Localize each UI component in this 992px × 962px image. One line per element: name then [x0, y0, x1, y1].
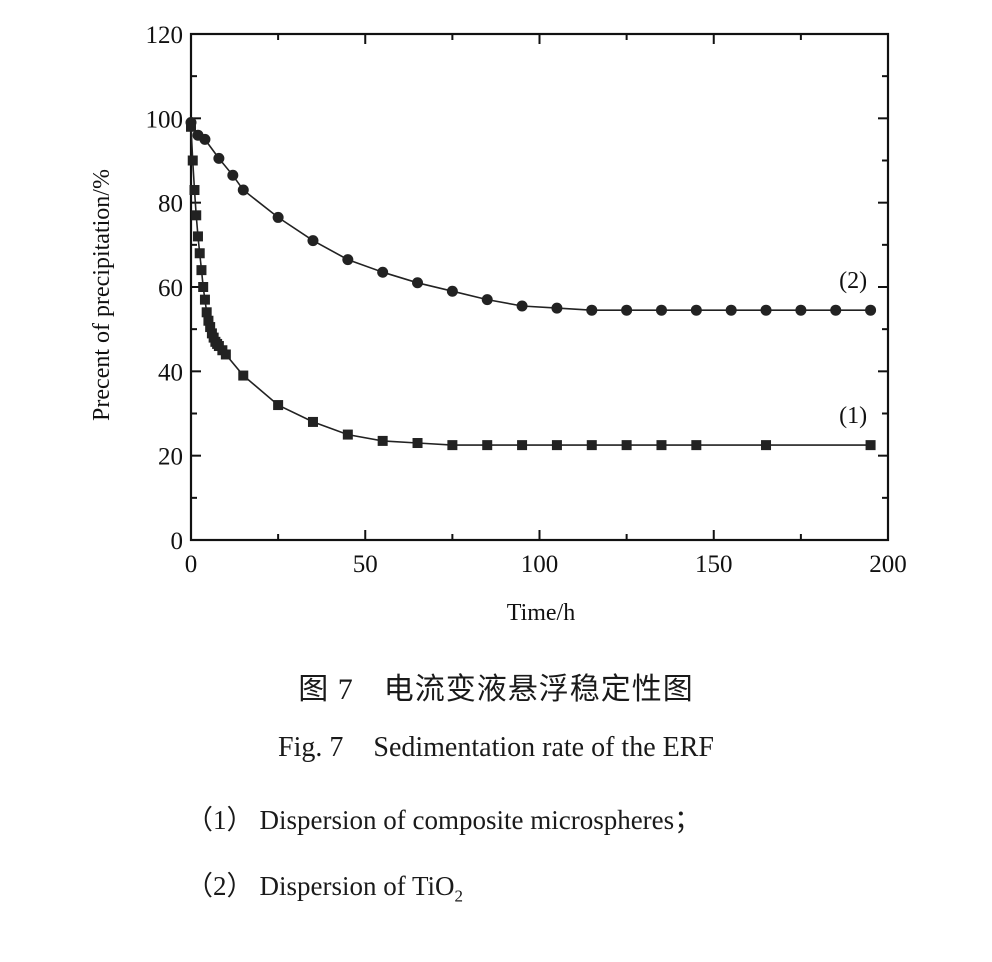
figure-caption-english: Fig. 7 Sedimentation rate of the ERF	[0, 732, 992, 764]
x-tick-label: 0	[185, 551, 198, 578]
series-2-point	[481, 294, 493, 306]
series-1-point	[761, 440, 772, 451]
series-1-point	[199, 294, 210, 305]
series-1-point	[447, 440, 458, 451]
series-2-point	[725, 304, 737, 316]
x-tick-label: 200	[869, 551, 907, 578]
x-axis-ticks: 0 50 100 150 200	[185, 34, 907, 578]
series-1-point	[377, 435, 388, 446]
series-2-point	[690, 304, 702, 316]
series-1-point	[196, 265, 207, 276]
series-1-point	[621, 440, 632, 451]
legend-1-text: Dispersion of composite microspheres；	[259, 805, 702, 835]
legend-1-marker: （1）	[186, 805, 254, 835]
y-tick-label: 80	[158, 191, 183, 218]
series-1-point	[192, 231, 203, 242]
series-2: (2)	[185, 117, 877, 316]
x-tick-label: 50	[353, 551, 378, 578]
series-1-point	[194, 248, 205, 259]
series-2-line	[190, 122, 871, 312]
series-2-point	[213, 152, 225, 164]
series-1-point	[586, 440, 597, 451]
y-tick-label: 20	[158, 444, 183, 471]
series-1-point	[198, 282, 209, 292]
series-2-point	[412, 277, 424, 289]
series-2-point	[865, 304, 877, 316]
series-1-point	[307, 416, 318, 427]
x-tick-label: 150	[695, 551, 733, 578]
series-2-point	[830, 304, 842, 316]
y-tick-label: 0	[171, 528, 184, 555]
series-1-point	[691, 440, 702, 451]
y-tick-label: 60	[158, 275, 183, 302]
y-tick-label: 120	[146, 22, 184, 49]
series-1-point	[238, 370, 249, 381]
series-2-point	[655, 304, 667, 316]
y-tick-label: 100	[146, 106, 184, 133]
figure-title-en: Sedimentation rate of the ERF	[373, 732, 714, 763]
series-2-point	[307, 235, 319, 247]
series-1-point	[191, 210, 202, 221]
series-2-point	[795, 304, 807, 316]
plot-border	[189, 32, 890, 542]
legend-2-text: Dispersion of TiO	[259, 871, 455, 901]
legend-2-subscript: 2	[454, 886, 464, 906]
y-axis-label: Precent of precipitation/%	[89, 169, 115, 421]
figure-number-cn: 图 7	[298, 673, 354, 706]
series-1-point	[205, 322, 216, 333]
y-axis-ticks: 0 20 40 60 80 100 120	[146, 22, 888, 555]
legend-2-marker: （2）	[186, 871, 254, 901]
figure-title-cn: 电流变液悬浮稳定性图	[383, 673, 694, 706]
series-1-point	[551, 440, 562, 451]
series-2-label: (2)	[839, 268, 867, 294]
figure-number-en: Fig. 7	[278, 732, 344, 763]
series-2-point	[760, 304, 772, 316]
series-2-point	[516, 300, 528, 312]
series-2-point	[237, 184, 249, 196]
y-tick-label: 40	[158, 359, 183, 386]
series-1-line	[190, 126, 871, 446]
series-2-point	[446, 285, 458, 297]
series-1-label: (1)	[839, 403, 867, 429]
series-1-point	[656, 440, 667, 451]
series-1-point	[482, 440, 493, 451]
series-1-point	[187, 155, 198, 166]
series-1-point	[189, 185, 200, 196]
series-1-point	[517, 440, 528, 451]
series-1-point	[220, 349, 231, 360]
series-1-point	[273, 400, 284, 411]
series-1-point	[412, 438, 423, 449]
series-1-point	[203, 315, 214, 326]
series-1: (1)	[186, 121, 876, 451]
sedimentation-chart: 0 50 100 150 200 0 20 40 60 80 100 120 (1) (2) Time…	[89, 22, 907, 626]
legend-item-1: （1） Dispersion of composite microspheres；	[186, 798, 701, 837]
series-2-point	[551, 302, 563, 314]
plot-frame	[189, 32, 890, 542]
series-2-point	[199, 133, 211, 145]
series-1-point	[865, 440, 876, 451]
series-2-point	[342, 254, 354, 266]
x-tick-label: 100	[521, 551, 559, 578]
series-layer: (1) (2)	[185, 117, 877, 451]
figure-caption-chinese: 图 7 电流变液悬浮稳定性图	[0, 664, 992, 708]
legend-item-2: （2） Dispersion of TiO2	[186, 864, 463, 906]
series-2-point	[272, 211, 284, 223]
series-2-point	[377, 266, 389, 278]
series-2-point	[586, 304, 598, 316]
series-2-point	[227, 169, 239, 181]
series-1-point	[201, 307, 212, 318]
series-1-point	[342, 429, 353, 440]
series-2-point	[185, 117, 197, 129]
x-axis-label: Time/h	[507, 600, 575, 626]
series-2-point	[621, 304, 633, 316]
